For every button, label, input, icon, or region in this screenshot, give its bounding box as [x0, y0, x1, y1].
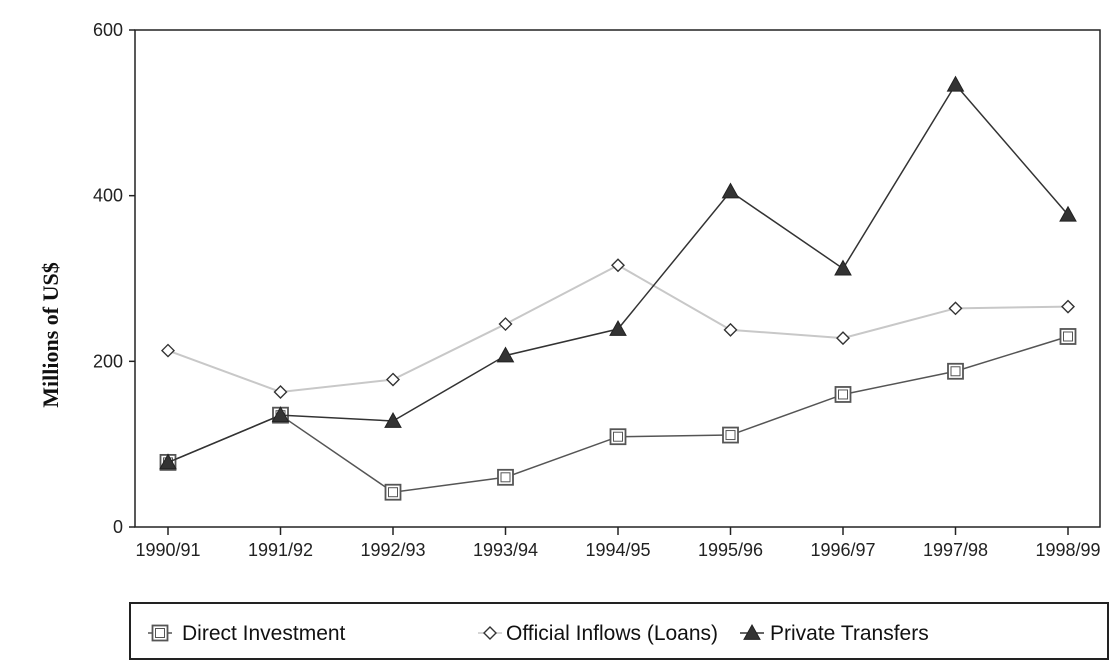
x-tick-label: 1997/98: [923, 540, 988, 560]
series-square: [159, 328, 1077, 501]
x-tick-label: 1996/97: [810, 540, 875, 560]
series-line: [167, 83, 1069, 464]
y-axis-title: Millions of US$: [38, 262, 63, 407]
data-point: [947, 362, 964, 380]
data-point: [386, 372, 400, 387]
x-tick-label: 1993/94: [473, 540, 538, 560]
data-point: [611, 258, 625, 273]
legend-item: Private Transfers: [740, 622, 929, 645]
data-point-inner: [950, 366, 961, 377]
data-point: [384, 411, 402, 428]
data-point: [1059, 205, 1077, 222]
series-layer: [159, 75, 1077, 501]
x-tick-label: 1991/92: [248, 540, 313, 560]
x-tick-label: 1995/96: [698, 540, 763, 560]
legend-marker: [743, 623, 761, 640]
data-point: [723, 322, 738, 337]
data-point-inner: [388, 487, 398, 498]
plot-frame: [134, 29, 1101, 528]
x-tick-label: 1992/93: [360, 540, 425, 560]
data-point: [722, 426, 739, 444]
series-triangle: [159, 75, 1077, 470]
data-point: [609, 319, 627, 336]
x-tick-label: 1990/91: [135, 540, 200, 560]
legend-label: Direct Investment: [182, 622, 346, 645]
data-point: [384, 483, 402, 501]
data-point: [497, 468, 514, 486]
data-point: [161, 343, 175, 358]
legend-marker-inner: [155, 628, 165, 638]
legend-marker: [151, 624, 169, 642]
legend: Direct Investment Official Inflows (Loans…: [129, 602, 1109, 660]
data-point-inner: [725, 430, 736, 441]
legend-label: Official Inflows (Loans): [506, 622, 718, 645]
series-diamond: [161, 258, 1075, 399]
data-point: [609, 428, 627, 446]
data-point: [948, 301, 963, 316]
data-point: [836, 331, 850, 346]
data-point: [498, 317, 513, 332]
data-point: [1059, 328, 1077, 345]
legend-item: Official Inflows (Loans): [478, 622, 718, 645]
y-tick-label: 0: [113, 517, 123, 537]
data-point-inner: [1063, 331, 1073, 342]
data-point: [496, 346, 515, 363]
data-point: [834, 386, 852, 403]
data-point-inner: [613, 431, 623, 442]
x-tick-label: 1994/95: [585, 540, 650, 560]
data-point: [271, 406, 290, 423]
data-point-inner: [500, 472, 511, 483]
data-point: [721, 182, 740, 199]
data-point: [273, 384, 288, 399]
legend-box: [129, 602, 1109, 660]
legend-item: Direct Investment: [148, 622, 346, 645]
y-tick-label: 400: [93, 186, 123, 206]
x-tick-label: 1998/99: [1035, 540, 1100, 560]
data-point: [834, 259, 852, 276]
y-axis: 0 200 400 600: [93, 20, 135, 537]
legend-marker: [483, 626, 497, 640]
y-tick-label: 600: [93, 20, 123, 40]
data-point: [1061, 299, 1075, 314]
data-point-inner: [838, 389, 848, 400]
y-tick-label: 200: [93, 351, 123, 371]
legend-label: Private Transfers: [770, 622, 929, 645]
series-line: [167, 335, 1069, 493]
data-point: [159, 453, 177, 470]
x-axis: 1990/91 1991/92 1992/93 1993/94 1994/95 1995/…: [135, 527, 1101, 560]
data-point: [946, 75, 965, 92]
